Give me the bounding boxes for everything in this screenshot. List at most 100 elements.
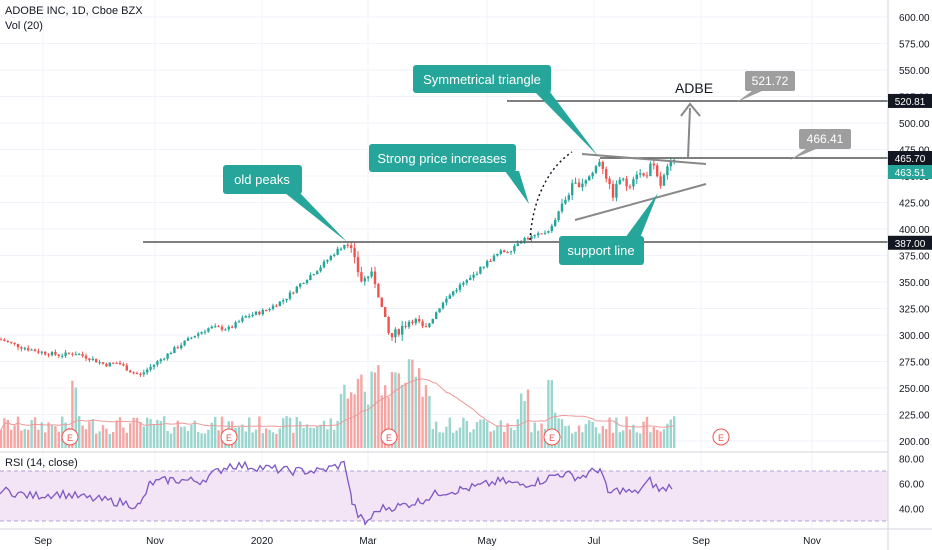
volume-bar bbox=[384, 385, 387, 448]
volume-bar bbox=[275, 433, 278, 448]
candle-body bbox=[598, 161, 601, 167]
volume-bar bbox=[176, 420, 179, 448]
volume-bar bbox=[462, 417, 465, 448]
symmetrical-triangle-callout[interactable]: Symmetrical triangle bbox=[413, 65, 598, 156]
candle-body bbox=[608, 178, 611, 185]
time-tick-label: Jul bbox=[588, 536, 601, 547]
volume-bar bbox=[146, 417, 149, 448]
candle-body bbox=[237, 321, 241, 323]
candle-body bbox=[210, 326, 213, 329]
candle-body bbox=[377, 283, 380, 298]
volume-bar bbox=[84, 429, 88, 448]
breakout-price-callout[interactable]: 466.41 bbox=[790, 129, 851, 160]
volume-bar bbox=[125, 432, 128, 448]
earnings-marker[interactable]: E bbox=[543, 428, 561, 446]
volume-bar bbox=[598, 433, 601, 448]
candle-body bbox=[387, 317, 390, 334]
candle-body bbox=[16, 343, 20, 348]
candle-body bbox=[169, 353, 173, 355]
candle-body bbox=[492, 255, 496, 262]
volume-bar bbox=[346, 398, 349, 448]
time-tick-label: Sep bbox=[34, 536, 52, 547]
target-price-callout[interactable]: 521.72 bbox=[737, 71, 795, 102]
old-peaks-callout[interactable]: old peaks bbox=[223, 165, 347, 242]
triangle-upper-line[interactable] bbox=[581, 153, 707, 165]
strong-price-increases-callout[interactable]: Strong price increases bbox=[369, 144, 529, 204]
volume-bar bbox=[98, 431, 101, 448]
volume-bar bbox=[588, 420, 591, 448]
candle-body bbox=[20, 347, 23, 349]
candle-body bbox=[180, 345, 183, 349]
time-axis[interactable]: Sep Nov 2020 Mar May Jul Sep Nov bbox=[34, 536, 821, 547]
candle-body bbox=[588, 176, 591, 181]
volume-bar bbox=[3, 418, 6, 448]
volume-bar bbox=[540, 423, 543, 448]
candle-body bbox=[74, 354, 77, 356]
candle-body bbox=[37, 351, 40, 353]
candle-body bbox=[132, 372, 135, 374]
rsi-band bbox=[0, 471, 888, 521]
candle-body bbox=[639, 173, 642, 175]
triangle-lower-line[interactable] bbox=[574, 183, 707, 221]
candle-body bbox=[605, 168, 608, 179]
volume-bar bbox=[652, 427, 655, 448]
earnings-marker[interactable]: E bbox=[61, 428, 79, 446]
time-tick-label: Nov bbox=[803, 536, 821, 547]
volume-bar bbox=[564, 425, 567, 448]
strong-price-increases-text: Strong price increases bbox=[377, 151, 507, 166]
candle-body bbox=[163, 358, 166, 360]
volume-bar bbox=[482, 419, 485, 448]
candle-body bbox=[241, 317, 244, 322]
volume-bar bbox=[183, 426, 186, 448]
candle-body bbox=[183, 340, 186, 346]
volume-bar bbox=[465, 420, 468, 448]
volume-bar bbox=[475, 422, 479, 448]
candle-body bbox=[669, 161, 672, 167]
volume-bar bbox=[550, 380, 553, 448]
breakout-arrow[interactable] bbox=[680, 102, 701, 159]
volume-bar bbox=[78, 416, 81, 448]
candle-body bbox=[125, 365, 128, 371]
candle-body bbox=[574, 182, 577, 184]
volume-bar bbox=[309, 427, 312, 448]
price-level-value: 520.81 bbox=[895, 97, 926, 108]
candle-body bbox=[197, 333, 200, 336]
candle-body bbox=[316, 271, 319, 275]
volume-bar bbox=[533, 422, 536, 448]
volume-bar bbox=[649, 432, 652, 448]
candle-body bbox=[227, 326, 230, 330]
symbol-title: ADOBE INC, 1D, Cboe BZX bbox=[5, 5, 143, 17]
volume-bar bbox=[618, 432, 621, 448]
candle-body bbox=[322, 261, 326, 268]
volume-bar bbox=[632, 424, 635, 448]
volume-bar bbox=[81, 425, 84, 448]
candle-body bbox=[292, 292, 295, 294]
volume-bar bbox=[343, 384, 346, 448]
volume-bar bbox=[441, 432, 445, 448]
candle-body bbox=[156, 361, 159, 365]
volume-bar bbox=[47, 422, 50, 448]
volume-bar bbox=[135, 417, 139, 448]
earnings-marker[interactable]: E bbox=[220, 428, 238, 446]
volume-bar bbox=[23, 428, 26, 448]
earnings-marker[interactable]: E bbox=[712, 428, 730, 446]
volume-bar bbox=[611, 432, 615, 448]
rsi-axis[interactable]: 80.00 60.00 40.00 bbox=[899, 455, 924, 516]
candle-body bbox=[6, 341, 9, 343]
candle-body bbox=[261, 309, 264, 315]
support-line-callout[interactable]: support line bbox=[559, 193, 658, 265]
earnings-marker[interactable]: E bbox=[380, 428, 398, 446]
volume-bar bbox=[666, 423, 669, 448]
volume-bar bbox=[20, 430, 23, 448]
candle-body bbox=[560, 203, 564, 212]
volume-bar bbox=[506, 423, 509, 448]
volume-bar bbox=[118, 417, 122, 448]
earnings-marker-letter: E bbox=[549, 433, 555, 443]
price-tick-label: 275.00 bbox=[899, 358, 930, 369]
candle-body bbox=[186, 338, 190, 341]
volume-bar bbox=[316, 426, 319, 448]
candle-body bbox=[207, 328, 210, 332]
candle-body bbox=[421, 321, 424, 327]
